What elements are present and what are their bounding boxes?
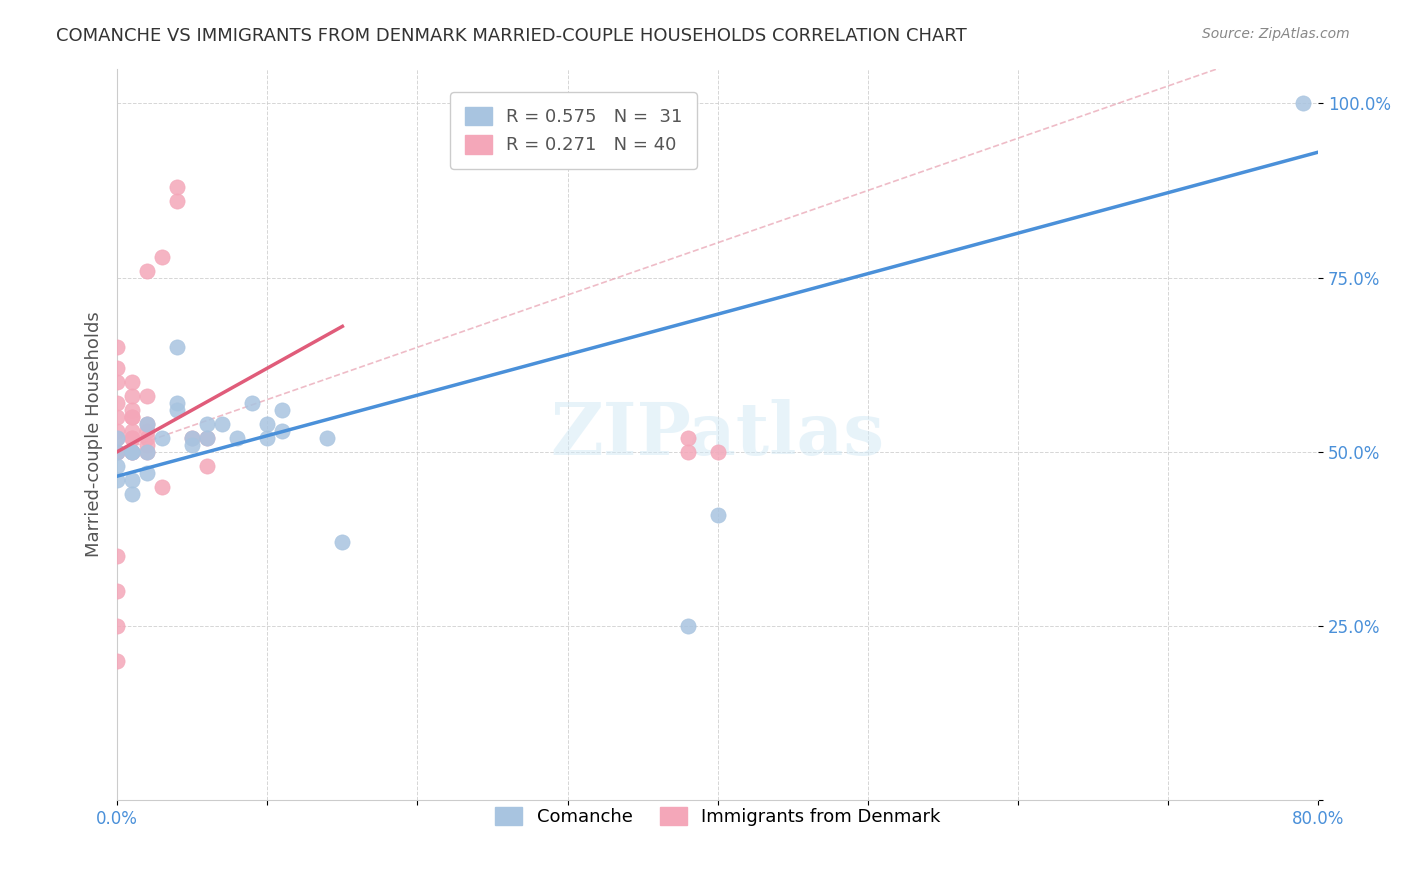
Point [136,424,159,438]
Point [226,431,249,445]
Point [240,396,263,410]
Point [136,263,159,277]
Point [166,180,188,194]
Point [166,194,188,208]
Point [121,409,143,424]
Point [136,466,159,480]
Point [105,619,128,633]
Point [150,480,173,494]
Point [121,409,143,424]
Point [676,431,699,445]
Point [136,444,159,458]
Point [105,375,128,389]
Point [706,444,728,458]
Point [105,444,128,458]
Point [105,409,128,424]
Point [105,424,128,438]
Point [105,458,128,473]
Point [166,340,188,354]
Point [706,508,728,522]
Point [105,584,128,599]
Point [121,444,143,458]
Point [121,444,143,458]
Point [271,403,294,417]
Point [195,458,218,473]
Point [195,431,218,445]
Point [136,438,159,452]
Point [676,619,699,633]
Point [105,549,128,564]
Point [211,417,233,431]
Point [166,396,188,410]
Point [256,417,278,431]
Point [121,403,143,417]
Point [121,389,143,403]
Point [271,424,294,438]
Point [1292,96,1315,111]
Point [105,431,128,445]
Point [121,444,143,458]
Point [316,431,339,445]
Point [105,431,128,445]
Point [256,431,278,445]
Point [136,417,159,431]
Point [195,417,218,431]
Point [150,250,173,264]
Point [332,535,354,549]
Point [121,424,143,438]
Point [105,340,128,354]
Point [105,444,128,458]
Text: ZIPatlas: ZIPatlas [551,399,884,470]
Point [105,654,128,668]
Point [121,375,143,389]
Point [195,431,218,445]
Point [121,486,143,500]
Text: COMANCHE VS IMMIGRANTS FROM DENMARK MARRIED-COUPLE HOUSEHOLDS CORRELATION CHART: COMANCHE VS IMMIGRANTS FROM DENMARK MARR… [56,27,967,45]
Point [136,444,159,458]
Point [121,473,143,487]
Point [121,431,143,445]
Point [136,389,159,403]
Point [105,361,128,376]
Point [121,431,143,445]
Point [181,431,204,445]
Point [121,444,143,458]
Point [136,431,159,445]
Legend: Comanche, Immigrants from Denmark: Comanche, Immigrants from Denmark [486,797,949,835]
Point [166,403,188,417]
Point [181,431,204,445]
Point [105,396,128,410]
Point [136,417,159,431]
Y-axis label: Married-couple Households: Married-couple Households [86,311,103,558]
Point [105,444,128,458]
Point [150,431,173,445]
Text: Source: ZipAtlas.com: Source: ZipAtlas.com [1202,27,1350,41]
Point [181,438,204,452]
Point [676,444,699,458]
Point [105,473,128,487]
